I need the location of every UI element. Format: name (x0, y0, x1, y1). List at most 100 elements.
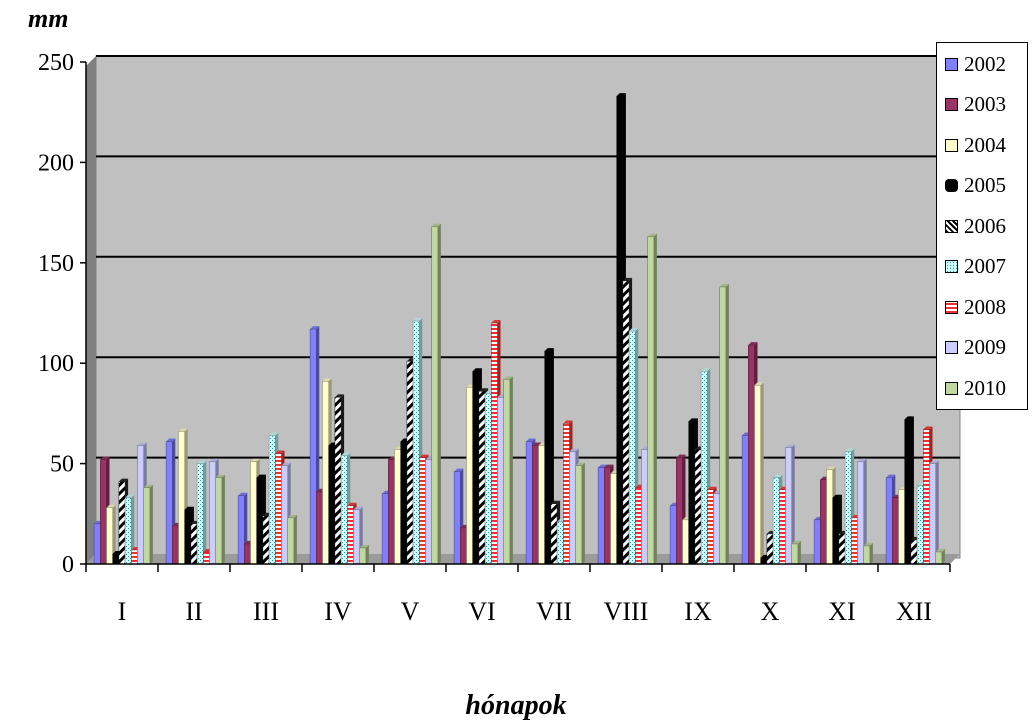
bar-top (826, 466, 836, 470)
bar-front (863, 545, 871, 565)
bar-front (741, 435, 749, 565)
bar-top (845, 448, 855, 452)
bar-top (532, 442, 542, 446)
bar-front (425, 459, 432, 565)
bar-front (190, 523, 198, 565)
bar-front (569, 451, 576, 565)
bar-2010-II (215, 474, 225, 565)
legend-label: 2004 (964, 132, 1006, 157)
bar-top (478, 388, 489, 392)
bar-front (412, 320, 420, 565)
x-axis-label: hónapok (465, 690, 567, 721)
bar-2010-IX (719, 283, 729, 565)
bar-front (124, 497, 132, 565)
bar-2010-I (143, 484, 153, 565)
bar-front (262, 515, 270, 565)
bar-2010-X (791, 540, 801, 565)
bar-front (820, 479, 827, 565)
bar-top (419, 454, 429, 458)
bar-front (137, 445, 144, 565)
bar-front (250, 461, 257, 565)
legend-item-2007: 2007 (945, 254, 1006, 278)
bar-2007-II (196, 460, 207, 565)
bar-front (209, 461, 216, 565)
bar-front (597, 467, 605, 565)
legend-item-2006: 2006 (945, 213, 1006, 238)
bar-front (563, 423, 570, 565)
bar-front (316, 491, 323, 565)
bar-2004-I (106, 504, 116, 565)
plot-floor (86, 554, 960, 564)
bar-front (309, 328, 317, 565)
bar-top (598, 464, 608, 468)
bar-top (863, 542, 873, 546)
legend-swatch (945, 260, 958, 273)
bar-top (550, 500, 561, 504)
bar-side (653, 233, 657, 565)
bar-side (581, 462, 585, 564)
bar-top (701, 368, 711, 372)
bar-front (550, 503, 558, 565)
bar-front (287, 517, 295, 565)
bar-side (791, 444, 795, 564)
bar-front (544, 350, 552, 565)
bar-front (748, 344, 755, 565)
x-tick-label: X (761, 597, 780, 626)
plot-side-wall (86, 56, 96, 564)
bar-top (719, 283, 729, 287)
bar-front (892, 497, 899, 565)
bar-front (256, 477, 264, 565)
bar-front (929, 463, 936, 565)
bar-top (184, 506, 194, 510)
bar-front (172, 525, 179, 565)
bar-side (365, 544, 369, 564)
bar-front (844, 451, 852, 565)
bar-top (472, 368, 482, 372)
bar-2010-V (431, 223, 441, 565)
bar-front (700, 370, 708, 565)
bar-top (647, 233, 657, 237)
bar-front (165, 441, 173, 565)
bar-2004-X (754, 382, 764, 565)
bar-side (203, 460, 207, 564)
bar-top (544, 348, 554, 352)
bar-front (813, 519, 821, 565)
bar-2010-XI (863, 542, 873, 565)
bar-top (281, 462, 291, 466)
bar-front (851, 517, 858, 565)
bar-top (118, 478, 129, 482)
bar-side (112, 504, 116, 564)
bar-front (268, 435, 276, 565)
legend-label: 2005 (964, 173, 1006, 197)
bar-top (526, 438, 536, 442)
y-tick-label: 0 (62, 552, 74, 578)
bar-front (616, 95, 624, 565)
bar-side (437, 223, 441, 564)
legend-item-2002: 2002 (945, 52, 1006, 76)
x-tick-label: III (253, 597, 279, 626)
bar-front (556, 521, 564, 565)
bar-top (491, 320, 501, 324)
legend-swatch (945, 138, 958, 152)
bar-top (334, 394, 345, 398)
bar-top (100, 456, 110, 460)
bar-top (359, 544, 369, 548)
legend-swatch (945, 381, 958, 395)
bar-front (196, 463, 204, 565)
bar-front (466, 387, 473, 565)
bar-top (503, 376, 513, 380)
bar-top (688, 418, 698, 422)
y-tick-label: 50 (50, 452, 74, 478)
bar-2010-VII (575, 462, 585, 565)
bar-front (215, 477, 223, 565)
legend-item-2004: 2004 (945, 132, 1006, 157)
bar-front (910, 539, 918, 565)
bar-top (209, 458, 219, 462)
bar-top (238, 492, 248, 496)
legend-label: 2006 (964, 213, 1006, 238)
bar-front (760, 557, 768, 565)
bar-top (929, 460, 939, 464)
bar-front (100, 459, 107, 565)
legend-swatch (945, 300, 958, 314)
